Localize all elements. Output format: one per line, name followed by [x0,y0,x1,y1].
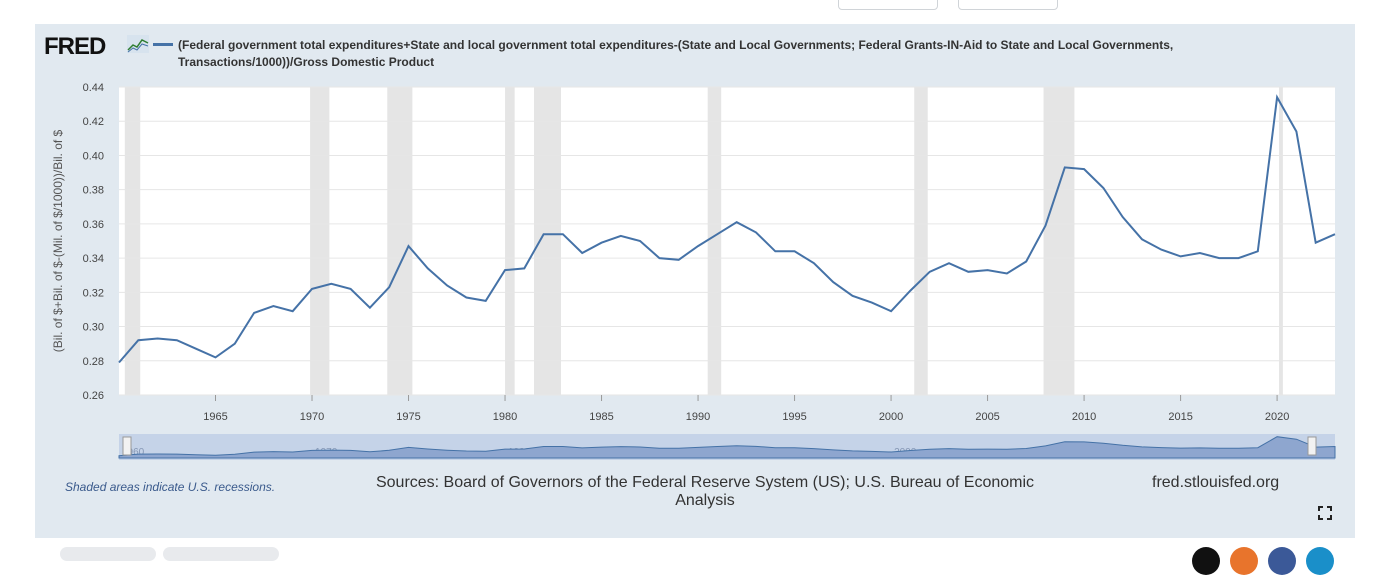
social-icon-1[interactable] [1192,547,1220,575]
recession-band-6 [914,87,928,395]
legend-label: (Federal government total expenditures+S… [178,38,1174,69]
y-tick-label: 0.44 [83,82,104,94]
sources-text: Sources: Board of Governors of the Feder… [375,474,1035,509]
x-tick-label: 1985 [589,411,613,423]
x-tick-label: 2010 [1072,411,1096,423]
bottom-button-1[interactable] [60,547,156,561]
recession-bands [124,87,1283,395]
x-tick-label: 1995 [782,411,806,423]
fred-logo[interactable]: FRED [44,33,106,60]
navigator[interactable]: 1960197019801990200020102020 [118,434,1336,460]
y-tick-label: 0.32 [83,287,104,299]
bottom-button-2[interactable] [163,547,279,561]
top-button-2[interactable] [958,0,1058,10]
recession-band-5 [707,87,722,395]
recession-band-7 [1043,87,1075,395]
site-link[interactable]: fred.stlouisfed.org [1152,474,1280,491]
x-tick-label: 1990 [686,411,710,423]
recession-band-1 [310,87,330,395]
social-icon-3[interactable] [1268,547,1296,575]
gridlines [119,86,1335,396]
series-line[interactable] [118,94,1336,364]
x-axis-ticks: 1965 1970 1975 1980 1985 1990 1995 2000 2005 2010… [203,395,1289,423]
recession-band-8 [1279,87,1283,395]
plot-area [119,87,1335,395]
legend-swatch [153,43,173,46]
x-tick-label: 2005 [975,411,999,423]
recession-band-2 [387,87,413,395]
x-tick-label: 1965 [203,411,227,423]
recession-band-3 [505,87,515,395]
chart-svg: 0.26 0.28 0.30 0.32 0.34 0.36 0.38 0.40 0.42 0.44… [51,82,1336,460]
y-tick-label: 0.42 [83,116,104,128]
navigator-right-handle[interactable] [1307,436,1317,456]
y-tick-label: 0.40 [83,150,104,162]
y-tick-label: 0.36 [83,219,104,231]
recession-band-0 [124,87,141,395]
recession-band-4 [533,87,562,395]
x-tick-label: 2015 [1168,411,1192,423]
y-tick-label: 0.26 [83,390,104,402]
y-tick-label: 0.38 [83,185,104,197]
navigator-left-handle[interactable] [122,436,132,456]
x-tick-label: 1980 [493,411,517,423]
navigator-area [118,436,1336,459]
recession-note: Shaded areas indicate U.S. recessions. [65,480,276,494]
y-axis-label: (Bil. of $+Bil. of $-(Mil. of $/1000))/B… [51,129,65,352]
y-tick-label: 0.28 [83,356,104,368]
y-axis-ticks: 0.26 0.28 0.30 0.32 0.34 0.36 0.38 0.40 0.42 0.44 [83,82,104,402]
x-tick-label: 2020 [1265,411,1289,423]
x-tick-label: 1975 [396,411,420,423]
x-tick-label: 2000 [879,411,903,423]
fullscreen-icon[interactable] [1318,506,1332,520]
top-button-1[interactable] [838,0,938,10]
x-tick-label: 1970 [300,411,324,423]
fred-graph-icon [127,35,149,53]
social-icon-4[interactable] [1306,547,1334,575]
y-tick-label: 0.34 [83,253,104,265]
navigator-year-label: 1960 [122,447,145,458]
y-tick-label: 0.30 [83,322,104,334]
social-icon-2[interactable] [1230,547,1258,575]
